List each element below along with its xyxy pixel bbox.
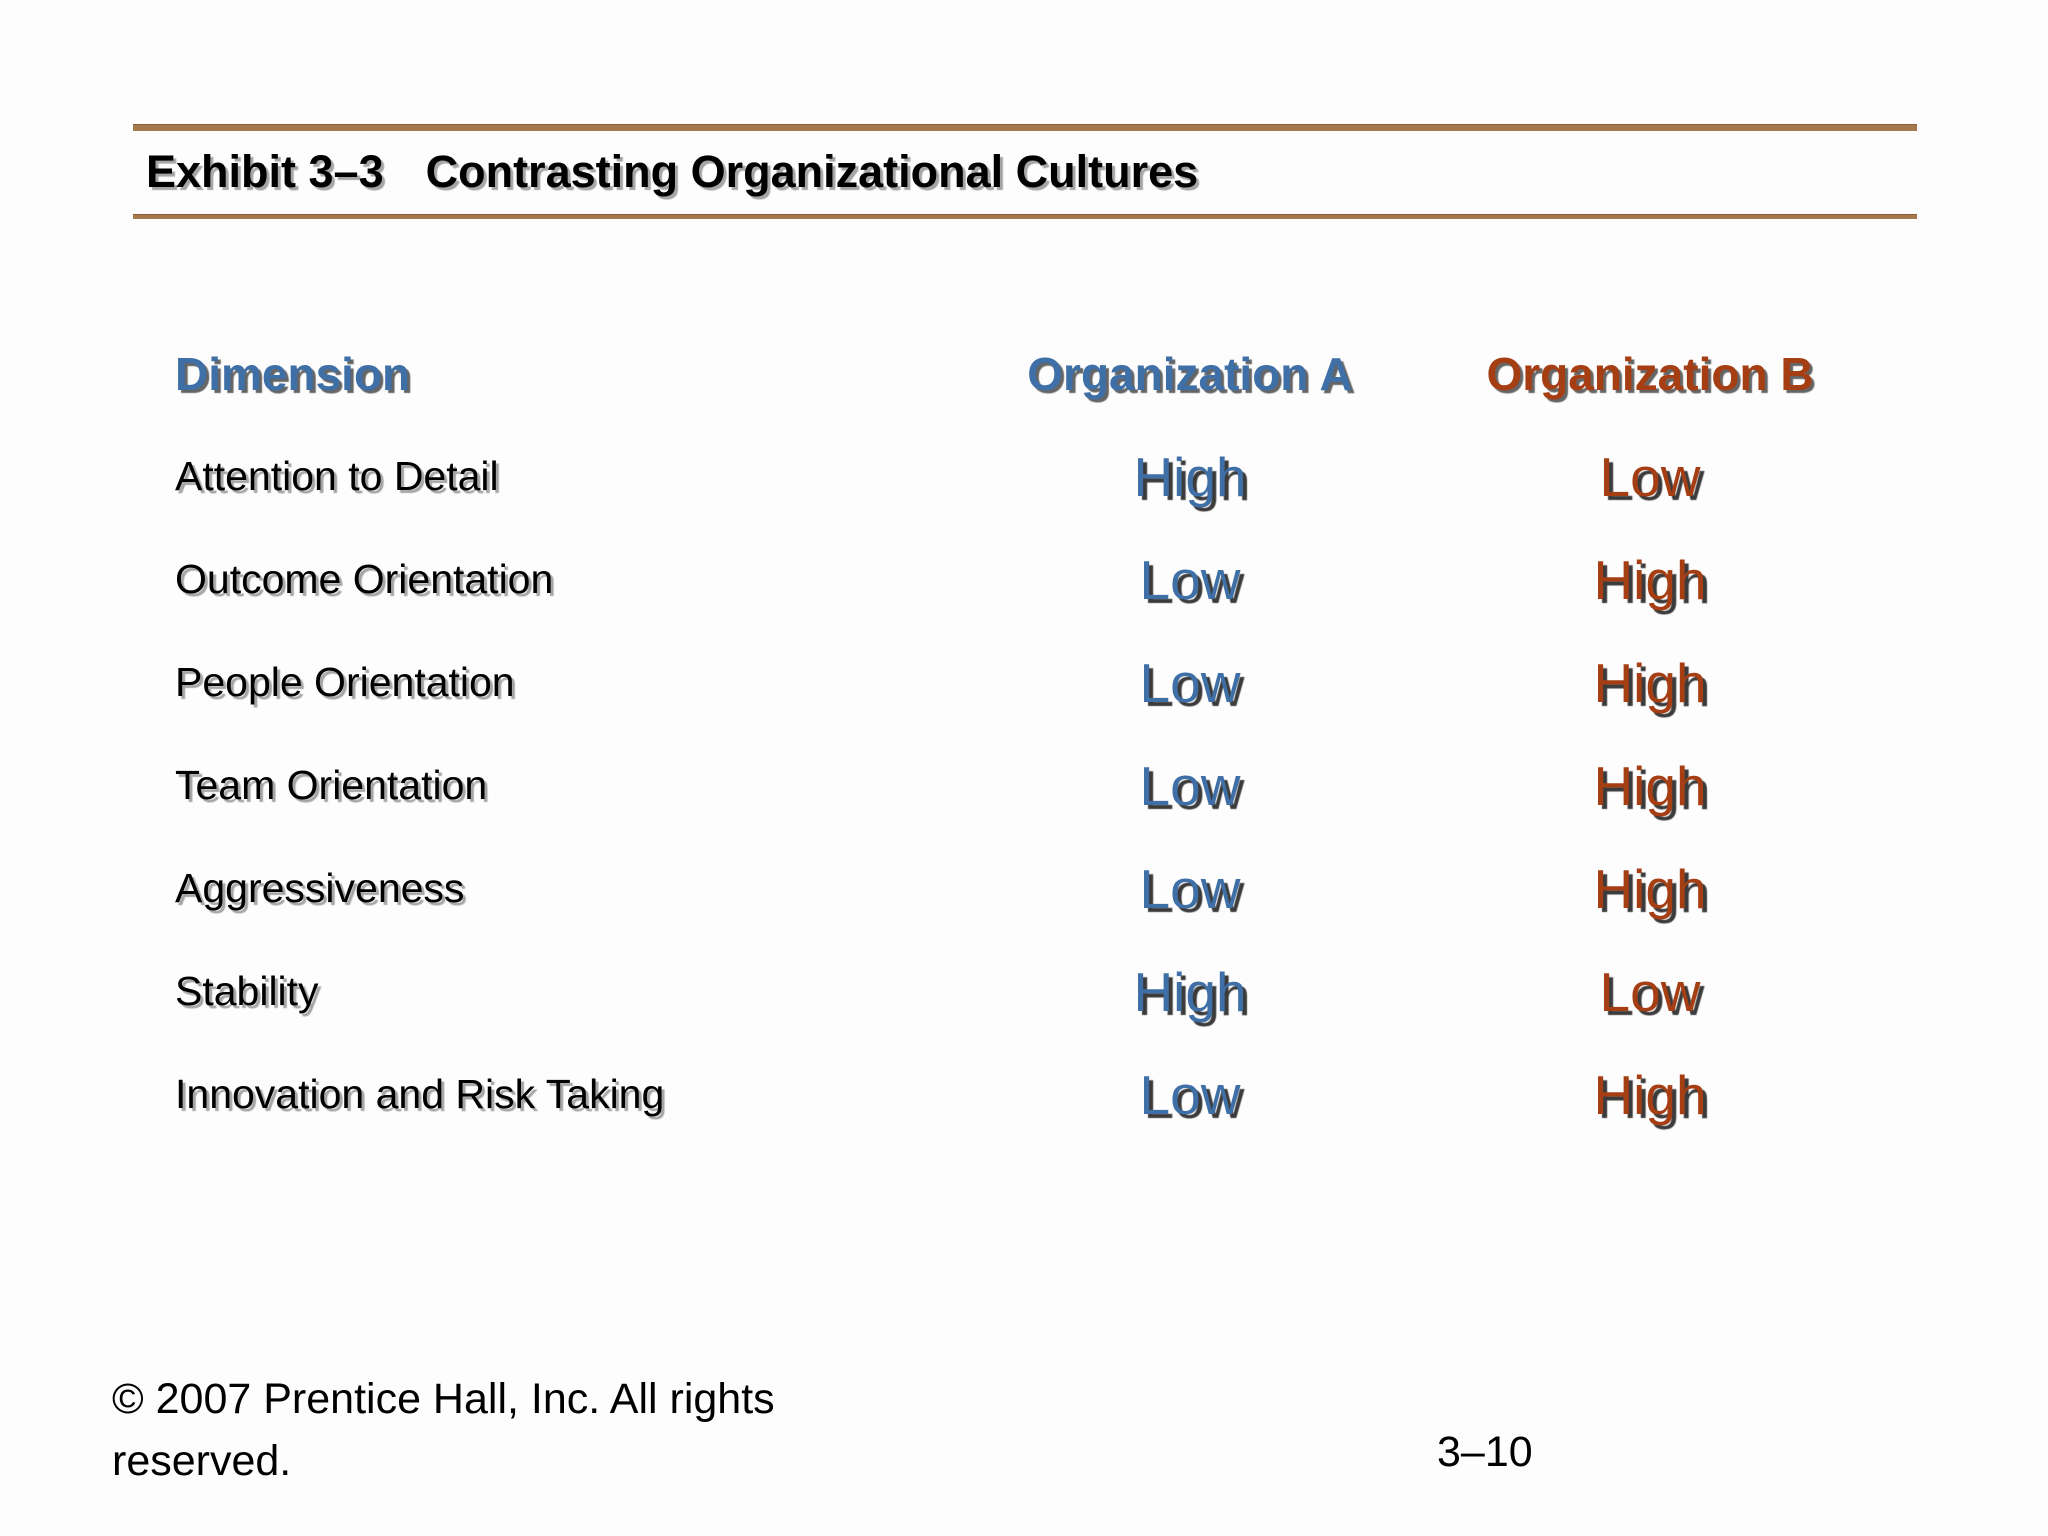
culture-comparison-table: Dimension Organization A Organization B …	[175, 322, 1900, 1146]
header-rule-bottom	[133, 214, 1917, 219]
organization-b-value: High	[1593, 548, 1707, 611]
copyright-notice: © 2007 Prentice Hall, Inc. All rights re…	[112, 1375, 775, 1485]
dimension-label: Stability	[175, 968, 319, 1014]
organization-b-value: High	[1593, 651, 1707, 714]
organization-b-value: High	[1593, 857, 1707, 920]
organization-a-value: High	[1133, 960, 1247, 1023]
slide-title-text: Contrasting Organizational Cultures	[425, 146, 1199, 197]
organization-b-value: Low	[1599, 960, 1701, 1023]
dimension-label: People Orientation	[175, 659, 515, 705]
dimension-label: Outcome Orientation	[175, 556, 554, 602]
dimension-label: Attention to Detail	[175, 453, 499, 499]
table-row: People Orientation Low High	[175, 631, 1900, 734]
organization-a-value: High	[1133, 445, 1247, 508]
organization-b-value: Low	[1599, 445, 1701, 508]
table-row: Attention to Detail High Low	[175, 425, 1900, 528]
column-header-organization-b: Organization B	[1486, 347, 1814, 400]
exhibit-label: Exhibit 3–3	[146, 146, 384, 197]
organization-a-value: Low	[1139, 1063, 1241, 1126]
organization-b-value: High	[1593, 1063, 1707, 1126]
table-header-row: Dimension Organization A Organization B	[175, 322, 1900, 425]
organization-a-value: Low	[1139, 857, 1241, 920]
column-header-dimension: Dimension	[175, 347, 411, 400]
organization-a-value: Low	[1139, 651, 1241, 714]
organization-a-value: Low	[1139, 754, 1241, 817]
organization-a-value: Low	[1139, 548, 1241, 611]
table-row: Team Orientation Low High	[175, 734, 1900, 837]
table-row: Outcome Orientation Low High	[175, 528, 1900, 631]
dimension-label: Aggressiveness	[175, 865, 465, 911]
table-row: Stability High Low	[175, 940, 1900, 1043]
page-number: 3–10	[1437, 1428, 1533, 1476]
organization-b-value: High	[1593, 754, 1707, 817]
dimension-label: Team Orientation	[175, 762, 488, 808]
header-rule-top	[133, 124, 1917, 131]
table-body: Attention to Detail High Low Outcome Orient…	[175, 425, 1900, 1146]
dimension-label: Innovation and Risk Taking	[175, 1071, 665, 1117]
column-header-organization-a: Organization A	[1027, 347, 1353, 400]
table-row: Innovation and Risk Taking Low High	[175, 1043, 1900, 1146]
slide-title: Exhibit 3–3 Contrasting Organizational Cu…	[146, 146, 1198, 198]
table-row: Aggressiveness Low High	[175, 837, 1900, 940]
